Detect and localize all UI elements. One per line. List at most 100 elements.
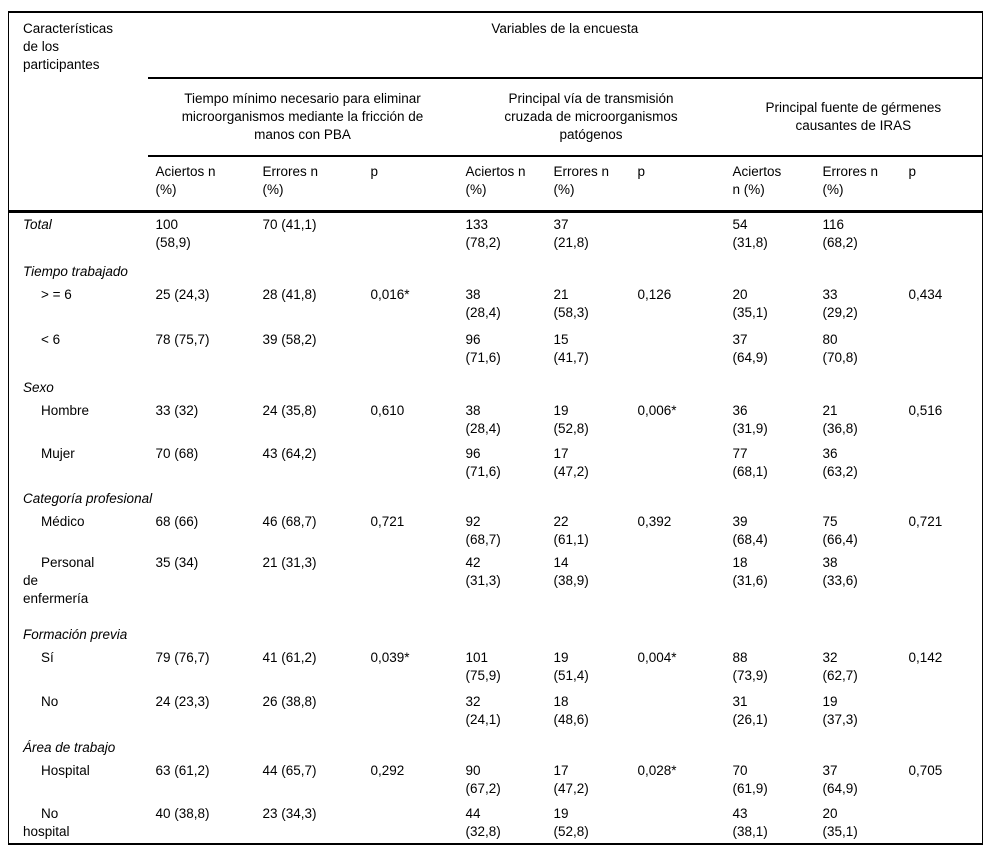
cell: 38 (33,6)	[822, 555, 858, 588]
span-header: Variables de la encuesta	[147, 12, 983, 79]
cell	[901, 442, 983, 487]
cell: 133 (78,2)	[465, 216, 501, 250]
table-row-si: Sí 79 (76,7) 41 (61,2) 0,039* 101 (75,9)…	[9, 646, 983, 690]
cell: 26 (38,8)	[262, 694, 317, 709]
cell: 41 (61,2)	[262, 650, 317, 665]
cell: 0,006*	[637, 403, 677, 418]
cell: 77 (68,1)	[732, 446, 768, 479]
cell: 63 (61,2)	[155, 763, 210, 778]
cell	[363, 551, 458, 623]
table-row-no: No 24 (23,3) 26 (38,8) 32 (24,1) 18 (48,…	[9, 690, 983, 736]
row-label: Hombre	[41, 403, 90, 418]
cell: 40 (38,8)	[155, 806, 210, 821]
cell: 0,039*	[370, 650, 410, 665]
cell	[630, 328, 725, 376]
cell: 17 (47,2)	[553, 446, 589, 479]
cell: 37 (21,8)	[553, 216, 589, 250]
cell: 39 (68,4)	[732, 514, 768, 547]
cell: 0,610	[370, 403, 405, 418]
cell: 19 (52,8)	[553, 806, 589, 839]
cell: 42 (31,3)	[465, 555, 501, 588]
cell: 19 (51,4)	[553, 650, 589, 683]
col-header-p-1: p	[362, 156, 458, 213]
cell: 25 (24,3)	[155, 287, 210, 302]
cell	[630, 690, 725, 736]
cell: 0,028*	[637, 763, 677, 778]
col-header-aciertos-3: Aciertos n (%)	[724, 156, 815, 213]
cell: 46 (68,7)	[262, 514, 317, 529]
header-row-sub: Aciertos n (%) Errores n (%) p Aciertos …	[9, 156, 983, 213]
cell: 37 (64,9)	[822, 763, 858, 796]
cell	[901, 802, 983, 844]
group-header-pba: Tiempo mínimo necesario para eliminar mi…	[147, 78, 458, 157]
col-header-errores-3: Errores n (%)	[814, 156, 901, 213]
cell: 24 (35,8)	[262, 403, 317, 418]
col-header-aciertos-2: Aciertos n (%)	[457, 156, 546, 213]
cell: 17 (47,2)	[553, 763, 589, 796]
cell	[901, 211, 983, 260]
table-row-mujer: Mujer 70 (68) 43 (64,2) 96 (71,6) 17 (47…	[9, 442, 983, 487]
survey-results-table: Características de los participantes Var…	[8, 11, 984, 845]
cell	[363, 211, 458, 260]
col-header-p-2: p	[629, 156, 725, 213]
cell: 24 (23,3)	[155, 694, 210, 709]
section-label: Sexo	[23, 380, 54, 395]
cell: 32 (62,7)	[822, 650, 858, 683]
cell: 0,004*	[637, 650, 677, 665]
cell: 79 (76,7)	[155, 650, 210, 665]
cell: 21 (31,3)	[262, 555, 317, 570]
row-label: Hospital	[41, 763, 90, 778]
cell: 0,721	[370, 514, 405, 529]
cell	[901, 551, 983, 623]
cell: 70 (68)	[155, 446, 199, 461]
cell: 31 (26,1)	[732, 694, 768, 727]
table-row-menor-6: < 6 78 (75,7) 39 (58,2) 96 (71,6) 15 (41…	[9, 328, 983, 376]
corner-header: Características de los participantes	[8, 12, 148, 213]
row-label: Mujer	[41, 446, 75, 461]
col-header-p-3: p	[900, 156, 983, 213]
section-row-tiempo-trabajado: Tiempo trabajado	[9, 260, 983, 283]
cell: 54 (31,8)	[732, 216, 768, 250]
section-label: Formación previa	[23, 627, 128, 642]
cell: 101 (75,9)	[465, 650, 501, 683]
cell: 32 (24,1)	[465, 694, 501, 727]
cell: 0,016*	[370, 287, 410, 302]
table-row-personal-enfermeria: Personal de enfermería 35 (34) 21 (31,3)…	[9, 551, 983, 623]
cell: 36 (63,2)	[822, 446, 858, 479]
section-label: Tiempo trabajado	[23, 264, 128, 279]
cell: 96 (71,6)	[465, 446, 501, 479]
cell: 28 (41,8)	[262, 287, 317, 302]
cell: 14 (38,9)	[553, 555, 589, 588]
cell	[630, 802, 725, 844]
cell: 20 (35,1)	[732, 287, 768, 320]
table-row-no-hospital: No hospital 40 (38,8) 23 (34,3) 44 (32,8…	[9, 802, 983, 844]
cell: 15 (41,7)	[553, 332, 589, 365]
col-header-errores-2: Errores n (%)	[545, 156, 630, 213]
group-header-germenes: Principal fuente de gérmenes causantes d…	[724, 78, 983, 157]
cell: 43 (64,2)	[262, 446, 317, 461]
cell	[363, 442, 458, 487]
section-row-area-de-trabajo: Área de trabajo	[9, 736, 983, 759]
cell: 38 (28,4)	[465, 403, 501, 436]
cell: 37 (64,9)	[732, 332, 768, 365]
section-row-sexo: Sexo	[9, 376, 983, 399]
cell	[363, 802, 458, 844]
cell: 23 (34,3)	[262, 806, 317, 821]
cell: 19 (37,3)	[822, 694, 858, 727]
group-header-transmision: Principal vía de transmisión cruzada de …	[457, 78, 725, 157]
cell: 0,721	[908, 514, 943, 529]
table-row-hombre: Hombre 33 (32) 24 (35,8) 0,610 38 (28,4)…	[9, 399, 983, 442]
row-label: No	[41, 694, 59, 709]
cell	[363, 690, 458, 736]
cell: 92 (68,7)	[465, 514, 501, 547]
cell: 39 (58,2)	[262, 332, 317, 347]
cell: 38 (28,4)	[465, 287, 501, 320]
cell: 70 (41,1)	[262, 216, 317, 232]
cell: 33 (32)	[155, 403, 199, 418]
cell: 75 (66,4)	[822, 514, 858, 547]
cell: 43 (38,1)	[732, 806, 768, 839]
cell: 18 (31,6)	[732, 555, 768, 588]
cell: 78 (75,7)	[155, 332, 210, 347]
row-label: Médico	[41, 514, 85, 529]
row-label: < 6	[41, 332, 61, 347]
